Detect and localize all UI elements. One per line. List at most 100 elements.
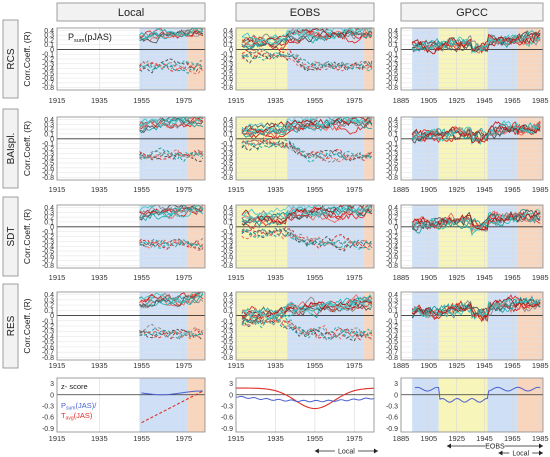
x-tick-label: 1975 [176, 96, 193, 105]
x-tick-label: 1885 [393, 434, 410, 443]
series-line [241, 300, 373, 324]
y-tick-label: 0 [394, 392, 398, 399]
y-axis-label: Corr.Coeff. (R) [22, 121, 32, 176]
y-tick-label: 0.2 [44, 127, 54, 134]
y-tick-label: -0.3 [221, 329, 233, 336]
y-tick-label: 0.4 [388, 117, 398, 124]
x-tick-label: 1915 [49, 96, 66, 105]
series-line [241, 296, 373, 320]
y-tick-label: -0.5 [386, 339, 398, 346]
y-tick-label: -0.4 [42, 156, 54, 163]
y-tick-label: 0.1 [388, 308, 398, 315]
row-header-box [2, 19, 19, 99]
y-tick-label: -0.2 [42, 57, 54, 64]
series-line-dashed [139, 328, 203, 340]
series-line-dashed [139, 238, 204, 248]
y-tick-label: -0.3 [221, 403, 233, 410]
y-tick-label: 0.2 [223, 215, 233, 222]
y-tick-label: -0.7 [386, 258, 398, 265]
eobs-local-span-label-bg [334, 447, 358, 455]
y-tick-label: 0.4 [388, 292, 398, 299]
series-line-dashed [139, 58, 203, 74]
y-tick-label: -0.4 [221, 66, 233, 73]
x-tick-label: 1925 [448, 185, 465, 194]
series-line [411, 208, 541, 232]
period-shading [412, 378, 439, 432]
period-shading [188, 378, 205, 432]
x-tick-label: 1945 [476, 361, 493, 370]
p-line [235, 395, 375, 403]
series-line-dashed [241, 224, 373, 249]
y-tick-label: -0.7 [386, 80, 398, 87]
y-tick-label: -0.5 [386, 161, 398, 168]
y-tick-label: -0.8 [42, 355, 54, 362]
x-tick-label: 1935 [267, 273, 284, 282]
series-line [241, 204, 372, 224]
series-line-dashed [241, 318, 373, 341]
x-tick-label: 1935 [267, 361, 284, 370]
y-tick-label: 0.4 [223, 28, 233, 35]
y-tick-label: -0.3 [221, 239, 233, 246]
panel-frame [400, 116, 544, 181]
panel-frame [56, 27, 206, 91]
eobs-local-span-head [314, 448, 319, 454]
y-tick-label: -0.3 [386, 151, 398, 158]
y-tick-label: -0.5 [42, 161, 54, 168]
x-tick-label: 1975 [346, 361, 363, 370]
y-tick-label: -0.5 [42, 249, 54, 256]
y-tick-label: 0.4 [44, 292, 54, 299]
x-tick-label: 1975 [176, 434, 193, 443]
y-tick-label: -0.7 [221, 80, 233, 87]
y-tick-label: -0.1 [386, 141, 398, 148]
p-line [414, 386, 541, 403]
x-tick-label: 1935 [91, 185, 108, 194]
x-tick-label: 1975 [346, 434, 363, 443]
y-tick-label: -0.3 [386, 61, 398, 68]
x-tick-label: 1935 [91, 434, 108, 443]
x-tick-label: 1935 [91, 273, 108, 282]
y-tick-label: 0.4 [223, 205, 233, 212]
x-tick-label: 1905 [420, 273, 437, 282]
x-tick-label: 1885 [393, 273, 410, 282]
legend-t: Tavg(JAS) [61, 411, 93, 422]
series-line [411, 211, 541, 237]
x-tick-label: 1965 [504, 361, 521, 370]
x-tick-label: 1955 [307, 434, 324, 443]
y-tick-label: -0.8 [386, 175, 398, 182]
y-tick-label: 0.1 [223, 219, 233, 226]
eobs-local-span-label: Local [338, 449, 355, 456]
panel-frame [400, 377, 544, 433]
gpcc-eobs-span-head [446, 443, 451, 449]
y-tick-label: -0.1 [42, 318, 54, 325]
x-tick-label: 1935 [267, 185, 284, 194]
y-tick-label: -0.2 [42, 146, 54, 153]
x-tick-label: 1935 [267, 96, 284, 105]
period-shading [517, 378, 543, 432]
y-tick-label: -0.2 [221, 146, 233, 153]
y-tick-label: -0.5 [221, 249, 233, 256]
y-tick-label: 0.3 [44, 210, 54, 217]
y-tick-label: -0.8 [42, 85, 54, 92]
series-line [139, 28, 204, 40]
series-line [411, 32, 541, 55]
period-shading [139, 378, 189, 432]
y-tick-label: 0 [394, 47, 398, 54]
x-tick-label: 1955 [307, 96, 324, 105]
series-line [411, 209, 541, 234]
y-tick-label: 0.3 [388, 297, 398, 304]
x-tick-label: 1885 [393, 185, 410, 194]
series-line-dashed [241, 227, 373, 249]
y-tick-label: 0 [50, 224, 54, 231]
y-tick-label: -0.2 [42, 324, 54, 331]
y-tick-label: 0.4 [44, 28, 54, 35]
y-tick-label: -0.1 [221, 318, 233, 325]
y-tick-label: -0.9 [221, 426, 233, 433]
t-line [141, 390, 204, 424]
y-tick-label: -0.1 [386, 318, 398, 325]
y-tick-label: -0.4 [386, 156, 398, 163]
y-tick-label: 0 [229, 136, 233, 143]
y-tick-label: -0.5 [221, 161, 233, 168]
series-line [241, 28, 373, 51]
panel-frame [235, 377, 375, 433]
y-tick-label: -0.4 [386, 334, 398, 341]
